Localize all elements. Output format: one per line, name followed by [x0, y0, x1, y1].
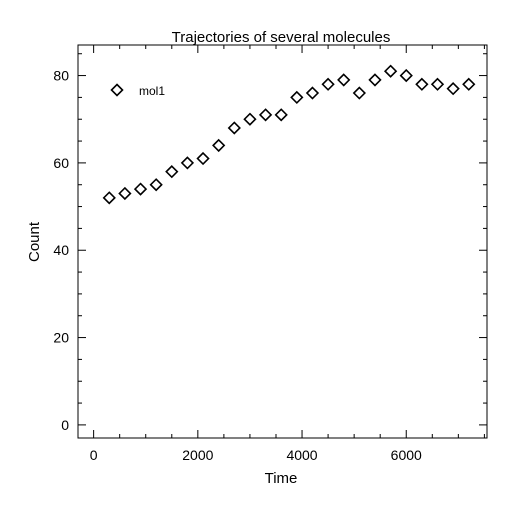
data-point-mol1: [337, 73, 351, 87]
data-point-mol1: [415, 77, 429, 91]
data-point-mol1: [430, 77, 445, 91]
y-tick-label: 40: [53, 242, 69, 258]
data-point-mol1: [352, 86, 366, 100]
legend-marker: [110, 83, 124, 97]
x-tick-label: 6000: [391, 447, 422, 463]
data-point-mol1: [243, 112, 257, 126]
data-points: [102, 64, 476, 205]
plot-frame: [77, 44, 488, 439]
data-point-mol1: [149, 178, 163, 192]
y-tick-label: 80: [53, 68, 69, 84]
data-point-mol1: [102, 191, 116, 205]
data-point-mol1: [165, 165, 179, 179]
data-point-mol1: [133, 182, 148, 196]
y-tick-label: 0: [61, 417, 69, 433]
data-point-mol1: [258, 108, 273, 122]
x-tick-label: 4000: [286, 447, 317, 463]
data-point-mol1: [446, 82, 460, 96]
y-tick-label: 20: [53, 330, 69, 346]
data-point-mol1: [274, 108, 288, 122]
data-point-mol1: [196, 151, 210, 166]
legend-label: mol1: [139, 84, 165, 98]
y-tick-label: 60: [53, 155, 69, 171]
data-point-mol1: [227, 121, 241, 135]
x-tick-label: 0: [90, 447, 98, 463]
data-point-mol1: [321, 77, 335, 91]
data-point-mol1: [399, 68, 413, 83]
data-point-mol1: [368, 73, 382, 87]
x-tick-label: 2000: [182, 447, 213, 463]
x-axis-label: Time: [265, 470, 298, 487]
data-point-mol1: [212, 138, 226, 153]
data-point-mol1: [383, 64, 398, 78]
data-point-mol1: [462, 77, 476, 91]
axis-ticks: [78, 45, 487, 438]
y-axis-label: Count: [26, 221, 43, 262]
chart-title: Trajectories of several molecules: [172, 29, 391, 46]
tick-labels: 0 2000 4000 6000 0 20 40 60 80: [53, 68, 422, 463]
legend: mol1: [110, 83, 165, 98]
data-point-mol1: [180, 156, 195, 170]
data-point-mol1: [118, 186, 132, 201]
data-point-mol1: [290, 90, 304, 105]
data-point-mol1: [305, 86, 320, 100]
